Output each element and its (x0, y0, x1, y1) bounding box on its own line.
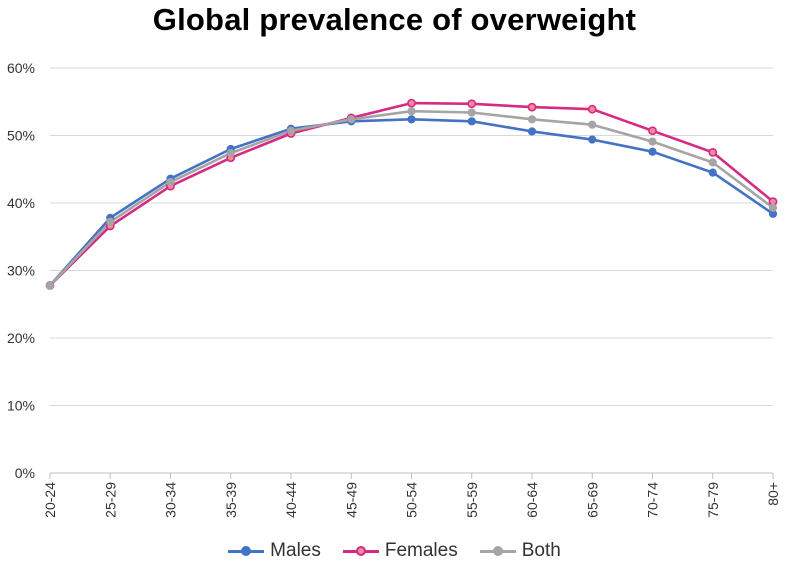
data-point-females (708, 147, 718, 157)
chart-title: Global prevalence of overweight (152, 2, 637, 37)
y-tick-label: 10% (7, 398, 35, 414)
data-point-females (587, 104, 597, 114)
data-point-males (407, 115, 416, 124)
y-tick-label: 60% (7, 60, 35, 76)
x-tick-label: 25-29 (102, 482, 118, 518)
legend: Males Females Both (0, 540, 789, 562)
y-tick-label: 50% (7, 128, 35, 144)
data-point-both (648, 137, 657, 146)
x-tick-label: 40-44 (283, 482, 299, 518)
x-tick-label: 60-64 (524, 482, 540, 518)
legend-swatch (479, 544, 516, 558)
data-point-males (588, 135, 597, 144)
x-tick-label: 70-74 (645, 482, 661, 518)
data-point-both (768, 203, 778, 212)
x-tick-label: 50-54 (404, 482, 420, 518)
data-point-males (467, 117, 476, 126)
legend-item-both: Both (479, 540, 561, 562)
x-tick-label: 20-24 (42, 482, 58, 518)
y-tick-label: 0% (15, 465, 35, 481)
y-tick-label: 20% (7, 330, 35, 346)
data-point-males (648, 147, 657, 156)
data-point-females (648, 126, 657, 136)
legend-label: Males (270, 540, 321, 561)
data-point-males (527, 127, 537, 136)
y-tick-label: 40% (7, 195, 35, 211)
x-tick-label: 35-39 (223, 482, 239, 518)
data-point-both (708, 158, 717, 167)
legend-item-males: Males (228, 540, 321, 562)
data-point-both (588, 120, 597, 129)
y-tick-label: 30% (7, 263, 35, 279)
series-line-both (49, 109, 774, 287)
series-line-females (49, 101, 774, 287)
data-point-females (407, 98, 416, 108)
data-point-both (226, 148, 235, 158)
x-tick-label: 75-79 (705, 482, 721, 518)
legend-swatch (228, 544, 265, 558)
data-point-both (166, 177, 175, 187)
x-tick-label: 80+ (765, 482, 781, 506)
data-point-both (286, 126, 296, 135)
data-point-females (467, 99, 477, 109)
data-point-males (708, 168, 717, 177)
x-tick-label: 30-34 (163, 482, 179, 518)
data-point-both (527, 115, 537, 124)
x-tick-label: 55-59 (464, 482, 480, 518)
data-point-both (106, 217, 115, 226)
data-point-females (527, 102, 537, 112)
x-tick-label: 45-49 (343, 482, 359, 518)
legend-label: Females (384, 540, 458, 561)
data-point-both (347, 115, 356, 124)
series-line-males (49, 118, 774, 287)
data-point-both (467, 108, 476, 117)
x-tick-label: 65-69 (584, 482, 600, 518)
data-point-both (407, 107, 416, 116)
legend-item-females: Females (342, 540, 458, 562)
legend-label: Both (521, 540, 561, 561)
legend-swatch (342, 544, 379, 558)
data-point-both (45, 281, 55, 290)
